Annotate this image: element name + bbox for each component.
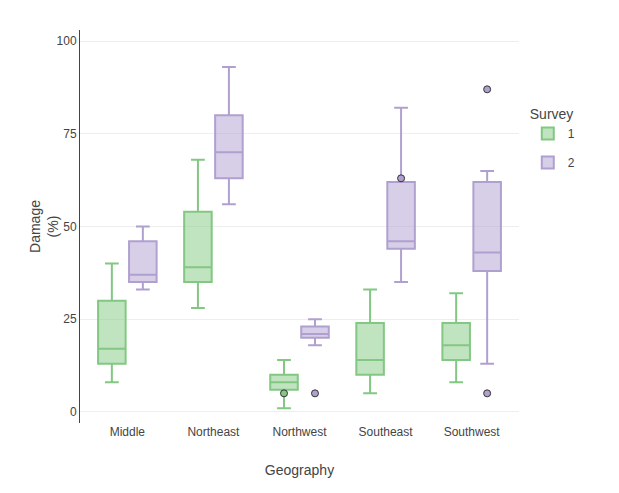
svg-text:50: 50 — [63, 220, 77, 234]
svg-text:25: 25 — [63, 312, 77, 326]
svg-text:Northeast: Northeast — [187, 425, 240, 439]
svg-text:0: 0 — [70, 405, 77, 419]
svg-text:75: 75 — [63, 127, 77, 141]
svg-text:Northwest: Northwest — [272, 425, 327, 439]
svg-text:Survey: Survey — [530, 106, 574, 122]
svg-text:100: 100 — [57, 34, 77, 48]
svg-text:1: 1 — [568, 127, 575, 141]
svg-text:Damage(%): Damage(%) — [27, 200, 61, 253]
svg-text:Southeast: Southeast — [359, 425, 414, 439]
svg-text:Southwest: Southwest — [444, 425, 501, 439]
svg-text:Geography: Geography — [265, 462, 334, 478]
svg-text:2: 2 — [568, 156, 575, 170]
svg-text:Middle: Middle — [110, 425, 146, 439]
